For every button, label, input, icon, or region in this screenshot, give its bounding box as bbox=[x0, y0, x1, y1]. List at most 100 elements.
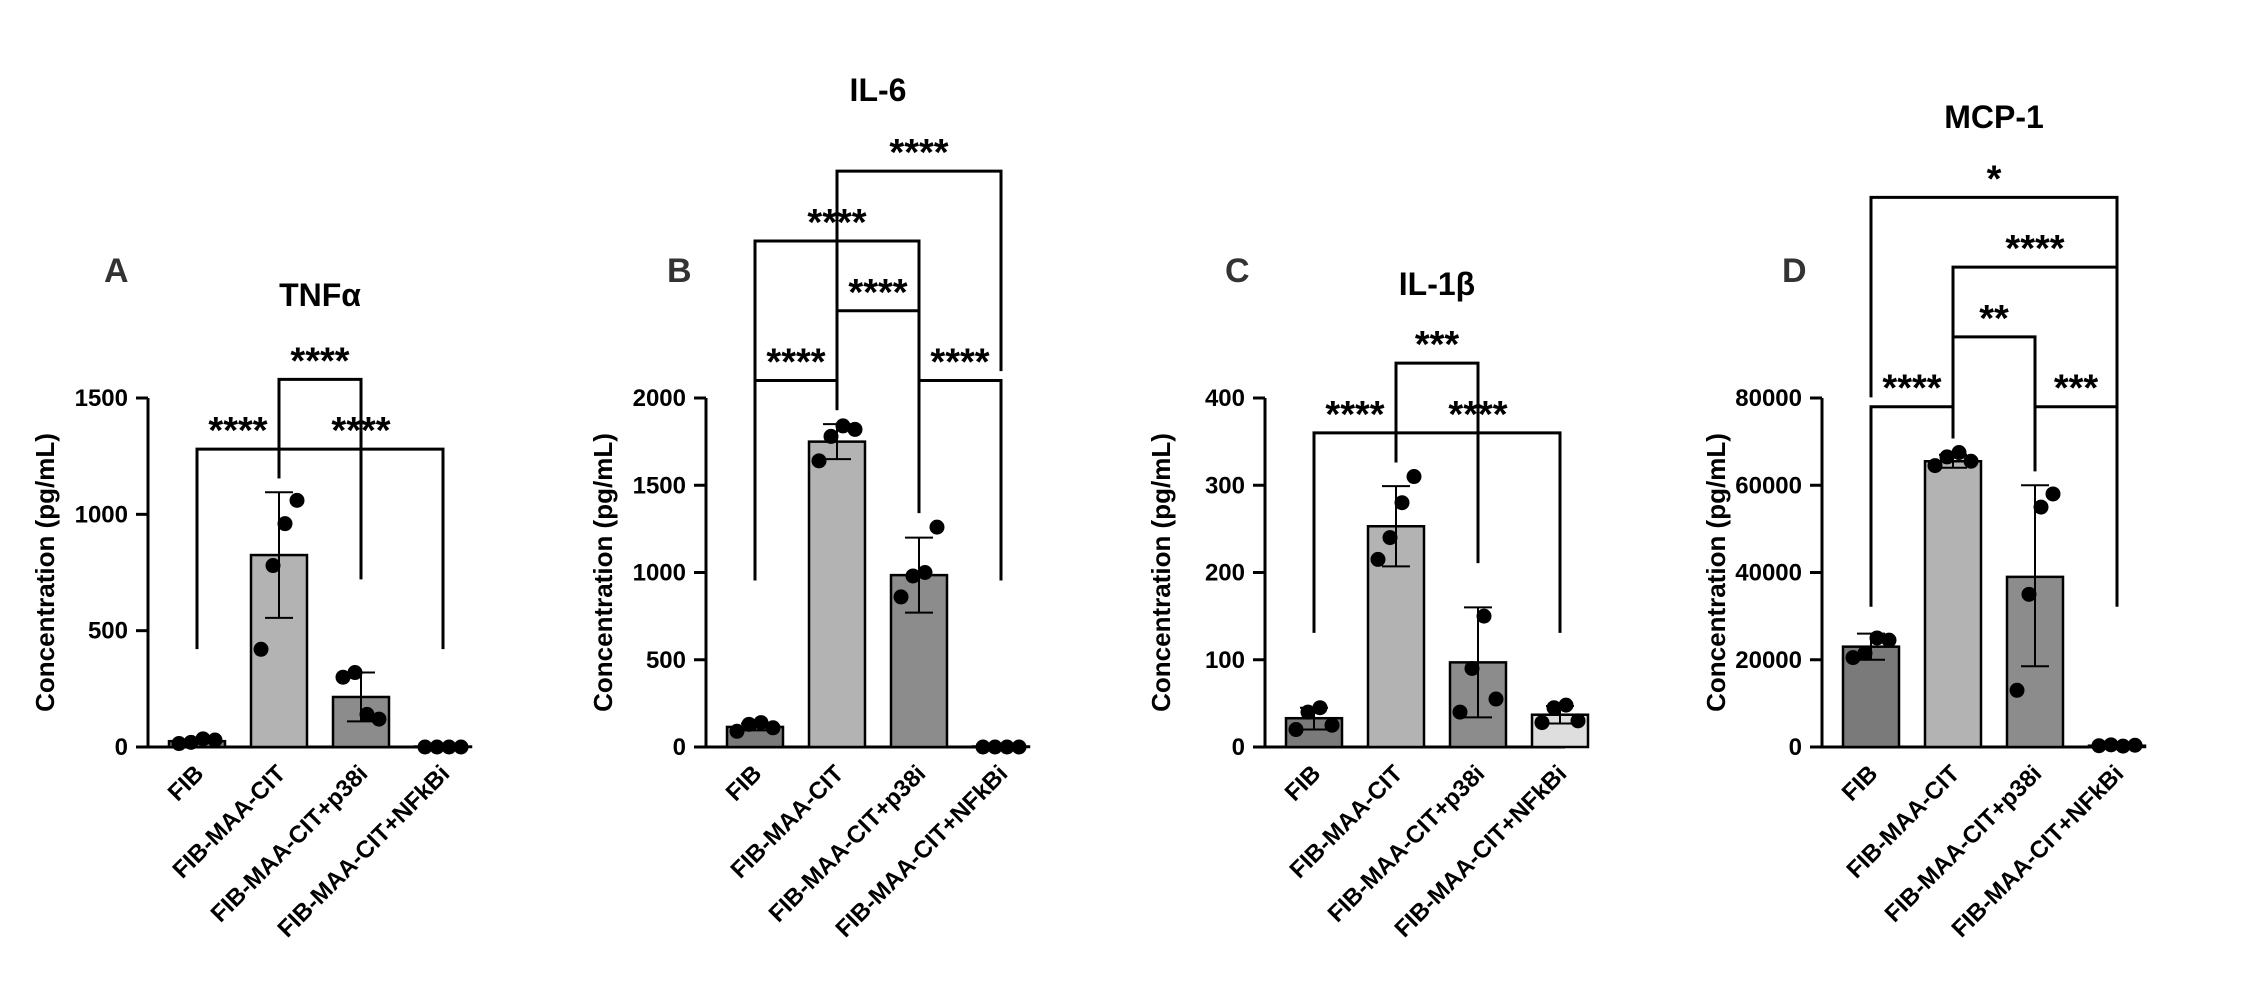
data-point bbox=[2127, 737, 2143, 753]
chart-title: IL-6 bbox=[850, 72, 907, 108]
panel-d: D MCP-1 Concentration (pg/mL) 0 20000 40000 60… bbox=[1701, 99, 2147, 943]
significance-bracket bbox=[835, 169, 1003, 372]
data-point bbox=[1406, 469, 1422, 485]
data-point bbox=[753, 715, 769, 731]
data-point bbox=[253, 641, 269, 657]
data-point bbox=[195, 731, 211, 747]
data-point bbox=[335, 669, 351, 685]
data-point bbox=[2103, 737, 2119, 753]
data-point bbox=[1464, 660, 1480, 676]
data-point bbox=[835, 418, 851, 434]
data-point bbox=[1011, 739, 1027, 755]
data-point bbox=[1951, 445, 1967, 461]
y-tick-label: 80000 bbox=[1735, 385, 1802, 412]
significance-label: **** bbox=[1882, 368, 1941, 410]
data-point bbox=[265, 558, 281, 574]
data-point bbox=[987, 739, 1003, 755]
x-tick-label: FIB bbox=[163, 760, 209, 806]
significance-label: *** bbox=[1415, 324, 1460, 366]
x-tick-label: FIB-MAA-CIT+p38i bbox=[764, 760, 932, 928]
data-point bbox=[359, 706, 375, 722]
y-tick-label: 20000 bbox=[1735, 647, 1802, 674]
data-point bbox=[1300, 704, 1316, 720]
significance-label: **** bbox=[766, 342, 825, 384]
data-point bbox=[1288, 722, 1304, 738]
data-point bbox=[2009, 682, 2025, 698]
data-point bbox=[1857, 645, 1873, 661]
data-point bbox=[1476, 608, 1492, 624]
data-point bbox=[1370, 551, 1386, 567]
significance-label: **** bbox=[848, 272, 907, 314]
data-point bbox=[1324, 717, 1340, 733]
significance-bracket bbox=[277, 447, 445, 650]
y-tick-label: 1500 bbox=[75, 385, 128, 412]
data-point bbox=[1881, 632, 1897, 648]
significance-label: **** bbox=[208, 410, 267, 452]
panel-a: A TNFα Concentration (pg/mL) 0 500 1000 1500 FI… bbox=[30, 252, 473, 943]
significance-label: ** bbox=[1979, 298, 2009, 340]
chart-title: MCP-1 bbox=[1944, 99, 2044, 135]
data-point bbox=[183, 734, 199, 750]
significance-label: *** bbox=[2054, 368, 2099, 410]
data-point bbox=[1534, 715, 1550, 731]
y-tick-label: 1000 bbox=[633, 560, 686, 587]
chart-title: TNFα bbox=[279, 277, 361, 313]
significance-bracket bbox=[277, 377, 363, 580]
significance-label: **** bbox=[290, 340, 349, 382]
significance-bracket bbox=[917, 379, 1003, 581]
panel-letter: A bbox=[104, 252, 129, 290]
data-point bbox=[2033, 499, 2049, 515]
data-point bbox=[811, 453, 827, 469]
y-axis-label: Concentration (pg/mL) bbox=[1701, 433, 1731, 712]
y-tick-label: 300 bbox=[1205, 472, 1245, 499]
data-point bbox=[417, 739, 433, 755]
data-point bbox=[1845, 650, 1861, 666]
data-point bbox=[917, 565, 933, 580]
data-point bbox=[1488, 691, 1504, 707]
significance-label: **** bbox=[889, 132, 948, 174]
data-point bbox=[429, 739, 445, 755]
data-point bbox=[1394, 495, 1410, 511]
significance-bracket bbox=[1869, 195, 2119, 398]
data-point bbox=[453, 739, 469, 755]
data-point bbox=[729, 723, 745, 739]
panel-letter: D bbox=[1782, 252, 1807, 290]
y-tick-label: 60000 bbox=[1735, 472, 1802, 499]
data-point bbox=[741, 716, 757, 732]
y-tick-label: 500 bbox=[646, 647, 686, 674]
chart-title: IL-1β bbox=[1399, 266, 1475, 302]
data-point bbox=[441, 739, 457, 755]
data-point bbox=[1312, 700, 1328, 716]
significance-label: **** bbox=[1325, 394, 1384, 436]
y-axis-label: Concentration (pg/mL) bbox=[30, 433, 60, 712]
y-tick-label: 400 bbox=[1205, 385, 1245, 412]
data-point bbox=[1452, 704, 1468, 720]
significance-label: **** bbox=[2005, 228, 2064, 270]
y-tick-label: 0 bbox=[673, 734, 686, 761]
x-tick-label: FIB bbox=[1280, 760, 1326, 806]
x-tick-label: FIB-MAA-CIT+p38i bbox=[1880, 760, 2048, 928]
x-tick-label: FIB bbox=[1837, 760, 1883, 806]
y-tick-label: 0 bbox=[1232, 734, 1245, 761]
data-point bbox=[2115, 738, 2131, 754]
data-point bbox=[847, 421, 863, 437]
data-point bbox=[1939, 449, 1955, 465]
y-axis-label: Concentration (pg/mL) bbox=[588, 433, 618, 712]
y-tick-label: 0 bbox=[1789, 734, 1802, 761]
significance-label: * bbox=[1987, 158, 2002, 200]
bar-2 bbox=[1923, 460, 1983, 749]
data-point bbox=[1546, 700, 1562, 716]
panel-b: B IL-6 Concentration (pg/mL) 0 500 1000 1500 20… bbox=[588, 72, 1031, 943]
y-axis-label: Concentration (pg/mL) bbox=[1146, 433, 1176, 712]
x-tick-label: FIB-MAA-CIT+p38i bbox=[1323, 760, 1491, 928]
data-point bbox=[1963, 453, 1979, 469]
data-point bbox=[1869, 630, 1885, 646]
data-point bbox=[289, 492, 305, 508]
y-tick-label: 100 bbox=[1205, 647, 1245, 674]
data-point bbox=[207, 732, 223, 748]
y-tick-label: 0 bbox=[115, 734, 128, 761]
data-point bbox=[765, 720, 781, 736]
data-point bbox=[1558, 697, 1574, 713]
y-tick-label: 1000 bbox=[75, 501, 128, 528]
